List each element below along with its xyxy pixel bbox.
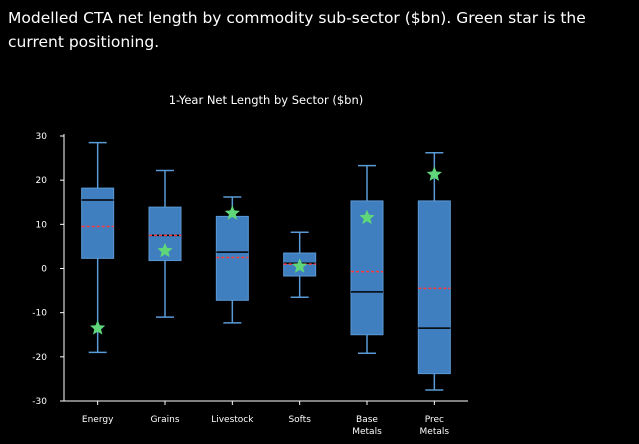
axes: 30 20 10 0 -10 -20 -30 Energy Grains Livestock Sof… [32, 132, 468, 437]
y-tick-label: 0 [41, 265, 47, 275]
x-tick-label: Livestock [211, 415, 254, 425]
y-tick-label: 20 [36, 176, 48, 186]
current-position-star [224, 205, 240, 220]
x-tick-label: Base [356, 415, 378, 425]
y-tick-label: -20 [32, 353, 47, 363]
box-group [215, 196, 249, 324]
current-position-star [426, 166, 442, 181]
iqr-box [215, 215, 249, 301]
current-position-star [157, 242, 173, 258]
x-tick-label: Prec [425, 415, 444, 425]
x-tick-label: Energy [82, 415, 114, 425]
iqr-box [350, 200, 384, 336]
current-position-star [292, 258, 308, 273]
x-tick-label: Metals [352, 427, 382, 437]
chart-title: 1-Year Net Length by Sector ($bn) [169, 93, 364, 107]
x-tick-label: Softs [288, 415, 311, 425]
box-group [148, 169, 182, 318]
current-position-star [359, 209, 375, 225]
box-series [81, 141, 451, 391]
x-tick-label: Grains [150, 415, 179, 425]
iqr-box [81, 187, 115, 259]
box-group [81, 141, 115, 354]
box-group [350, 164, 384, 355]
y-tick-label: -10 [32, 309, 47, 319]
chart-caption: Modelled CTA net length by commodity sub… [8, 9, 586, 51]
box-group [417, 152, 451, 391]
y-tick-label: 10 [36, 220, 48, 230]
box-group [283, 231, 317, 298]
iqr-box [417, 200, 451, 375]
y-tick-label: -30 [32, 397, 47, 407]
x-tick-label: Metals [420, 427, 450, 437]
current-position-star [90, 320, 106, 335]
y-tick-label: 30 [36, 132, 48, 142]
